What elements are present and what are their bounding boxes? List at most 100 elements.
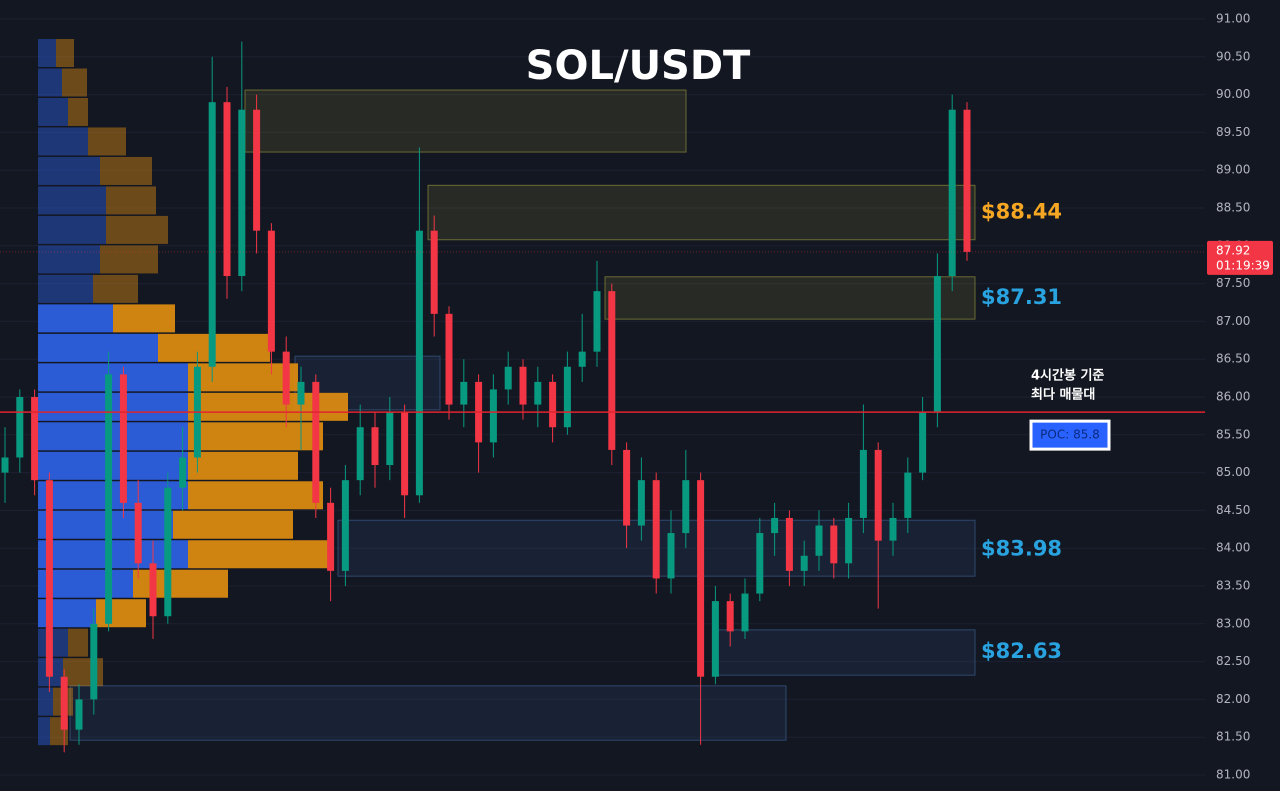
candle-body: [889, 517, 897, 541]
y-tick-label: 89.50: [1216, 125, 1250, 139]
profile-sell: [100, 245, 158, 274]
candle-body: [637, 480, 645, 526]
profile-sell: [68, 97, 88, 126]
profile-buy: [38, 156, 100, 185]
y-tick-label: 81.50: [1216, 730, 1250, 744]
candle-body: [282, 351, 290, 405]
profile-sell: [188, 392, 348, 421]
profile-buy: [38, 333, 158, 362]
profile-buy: [38, 687, 53, 716]
annotation: 최다 매물대: [1031, 387, 1095, 403]
candle-body: [593, 291, 601, 352]
candle-body: [31, 397, 39, 481]
candle-body: [119, 374, 127, 503]
y-tick-label: 85.50: [1216, 427, 1250, 441]
candle-body: [800, 555, 808, 571]
candle-body: [578, 351, 586, 367]
profile-buy: [38, 68, 62, 97]
candle-body: [16, 397, 24, 458]
zone-label: $88.44: [981, 200, 1062, 224]
candle-body: [667, 533, 675, 579]
candle-body: [179, 457, 187, 488]
profile-buy: [38, 127, 88, 156]
y-tick-label: 90.00: [1216, 87, 1250, 101]
profile-buy: [38, 39, 56, 68]
candle-body: [415, 230, 423, 496]
y-tick-label: 91.00: [1216, 12, 1250, 26]
candle-body: [149, 563, 157, 617]
chart-title: SOL/USDT: [526, 43, 751, 89]
profile-buy: [38, 628, 68, 657]
zone: [427, 184, 976, 241]
profile-sell: [188, 540, 328, 569]
candle-body: [711, 601, 719, 677]
profile-sell: [188, 481, 323, 510]
candle-body: [341, 480, 349, 571]
y-tick-label: 86.50: [1216, 352, 1250, 366]
profile-sell: [56, 39, 74, 68]
candle-body: [563, 366, 571, 428]
candle-body: [652, 480, 660, 579]
candle-body: [164, 487, 172, 617]
candle-body: [90, 623, 98, 700]
y-tick-label: 88.50: [1216, 201, 1250, 215]
candle-body: [771, 517, 779, 534]
profile-sell: [188, 451, 298, 480]
candle-body: [1, 457, 9, 473]
y-tick-label: 82.00: [1216, 692, 1250, 706]
candle-body: [756, 533, 764, 594]
profile-sell: [96, 599, 146, 628]
zone-label: $82.63: [981, 639, 1062, 663]
candle-body: [933, 276, 941, 413]
candle-body: [371, 427, 379, 466]
profile-sell: [88, 127, 126, 156]
profile-buy: [38, 392, 188, 421]
candle-body: [60, 676, 68, 730]
profile-buy: [38, 451, 188, 480]
countdown-label: 01:19:39: [1216, 258, 1270, 272]
candle-body: [785, 517, 793, 571]
last-price-box: [1207, 240, 1273, 275]
y-tick-label: 85.00: [1216, 465, 1250, 479]
zone: [604, 276, 976, 320]
profile-buy: [38, 717, 50, 746]
candle-body: [253, 109, 261, 231]
y-tick-label: 82.50: [1216, 654, 1250, 668]
profile-buy: [38, 215, 106, 244]
candle-body: [815, 525, 823, 556]
y-tick-label: 87.00: [1216, 314, 1250, 328]
profile-sell: [106, 186, 156, 215]
profile-buy: [38, 363, 188, 392]
candle-body: [105, 374, 113, 624]
candle-body: [267, 230, 275, 352]
last-price-label: 87.92: [1216, 243, 1250, 257]
profile-sell: [133, 569, 228, 598]
profile-sell: [188, 363, 298, 392]
zone: [69, 685, 787, 741]
candle-body: [904, 472, 912, 518]
profile-buy: [38, 569, 133, 598]
candle-body: [504, 366, 512, 390]
profile-buy: [38, 274, 93, 303]
zone: [714, 629, 976, 676]
candle-body: [460, 381, 468, 405]
candle-body: [489, 389, 497, 443]
candle-body: [741, 593, 749, 632]
y-tick-label: 89.00: [1216, 163, 1250, 177]
y-tick-label: 83.50: [1216, 579, 1250, 593]
candle-body: [445, 313, 453, 405]
profile-buy: [38, 97, 68, 126]
candle-body: [948, 109, 956, 277]
zone-label: $83.98: [981, 537, 1062, 561]
profile-buy: [38, 540, 188, 569]
profile-sell: [173, 510, 293, 539]
y-tick-label: 86.00: [1216, 390, 1250, 404]
profile-buy: [38, 186, 106, 215]
profile-buy: [38, 481, 188, 510]
y-tick-label: 84.00: [1216, 541, 1250, 555]
profile-sell: [62, 68, 87, 97]
profile-sell: [93, 274, 138, 303]
candle-body: [726, 601, 734, 632]
candle-body: [623, 449, 631, 526]
candle-body: [519, 366, 527, 405]
